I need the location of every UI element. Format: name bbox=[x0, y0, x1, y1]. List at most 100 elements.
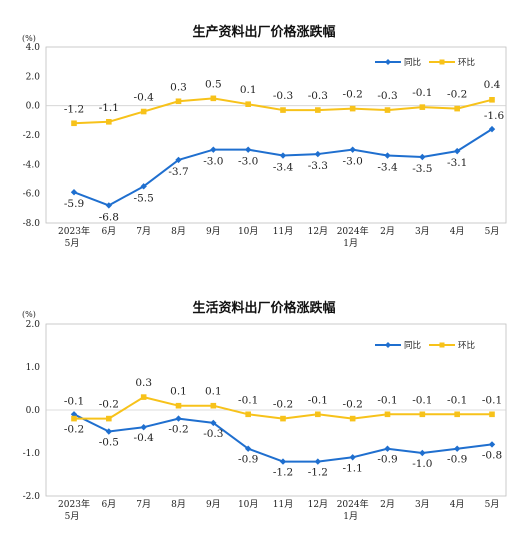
consumer-chart-title: 生活资料出厂价格涨跌幅 bbox=[192, 300, 335, 316]
consumer-data-label: -0.4 bbox=[134, 432, 155, 444]
producer-xtick-label: 7月 bbox=[136, 226, 151, 237]
consumer-series-point bbox=[175, 402, 182, 409]
producer-series-point bbox=[419, 153, 426, 161]
consumer-series-point bbox=[454, 411, 460, 418]
consumer-series-point bbox=[453, 445, 461, 452]
consumer-goods-chart: 生活资料出厂价格涨跌幅 (%) 2.0 1.0 0.0 -1.0 -2.0 2023年 5月 6月… bbox=[0, 280, 529, 545]
consumer-series-point bbox=[419, 449, 426, 457]
producer-ytick-label: -2.0 bbox=[23, 131, 41, 141]
producer-data-label: -3.0 bbox=[343, 156, 363, 168]
consumer-xtick-label: 12月 bbox=[308, 499, 328, 510]
producer-data-label: -3.3 bbox=[308, 160, 328, 172]
producer-data-label: -0.3 bbox=[377, 90, 397, 102]
producer-ytick-label: -8.0 bbox=[23, 219, 41, 229]
consumer-xtick-label: 10月 bbox=[238, 499, 258, 510]
producer-series-point bbox=[489, 97, 495, 103]
producer-series-point bbox=[105, 202, 113, 209]
consumer-series-point bbox=[384, 411, 391, 418]
consumer-data-label: -1.2 bbox=[308, 467, 328, 479]
consumer-series-point bbox=[140, 394, 147, 400]
consumer-data-label: 0.3 bbox=[135, 377, 152, 389]
consumer-series-point bbox=[384, 445, 391, 452]
producer-xtick-label: 2月 bbox=[380, 226, 395, 237]
producer-series-point bbox=[384, 107, 391, 113]
consumer-data-label: -0.9 bbox=[238, 454, 258, 466]
consumer-xtick-label: 4月 bbox=[450, 499, 465, 510]
consumer-data-label: -0.2 bbox=[343, 399, 363, 411]
producer-data-label: 0.3 bbox=[170, 81, 187, 93]
consumer-data-label: -0.1 bbox=[482, 394, 502, 406]
producer-data-label: -3.4 bbox=[273, 162, 294, 174]
consumer-series-point bbox=[488, 441, 496, 448]
consumer-series-point bbox=[175, 415, 182, 422]
consumer-data-label: -0.1 bbox=[447, 394, 467, 406]
producer-series-point bbox=[140, 183, 147, 190]
producer-data-label: 0.4 bbox=[484, 79, 501, 91]
producer-data-label: -0.2 bbox=[447, 89, 467, 101]
producer-series-point bbox=[314, 150, 322, 158]
consumer-ytick-label: -2.0 bbox=[23, 492, 41, 502]
producer-legend-label: 环比 bbox=[458, 57, 475, 68]
producer-xtick-label: 2024年 1月 bbox=[337, 225, 369, 249]
producer-ytick-label: -6.0 bbox=[23, 190, 41, 200]
producer-series-point bbox=[71, 120, 77, 127]
consumer-data-label: -0.1 bbox=[412, 394, 432, 406]
producer-ytick-label: 4.0 bbox=[26, 43, 41, 53]
consumer-data-label: -0.1 bbox=[64, 395, 84, 407]
producer-xtick-label: 3月 bbox=[415, 226, 430, 237]
consumer-ytick-label: -1.0 bbox=[23, 449, 41, 459]
producer-xtick-label: 12月 bbox=[308, 226, 328, 237]
producer-plot-frame bbox=[45, 46, 507, 224]
consumer-data-label: -0.1 bbox=[238, 394, 258, 406]
producer-data-label: 0.5 bbox=[205, 78, 222, 90]
producer-ytick-label: 2.0 bbox=[26, 72, 41, 82]
consumer-ytick-label: 1.0 bbox=[26, 363, 41, 373]
producer-data-label: -3.4 bbox=[377, 162, 398, 174]
producer-series-point bbox=[453, 147, 461, 155]
consumer-series-point bbox=[349, 415, 356, 422]
consumer-data-label: -0.2 bbox=[273, 399, 293, 411]
consumer-series-point bbox=[210, 419, 217, 427]
producer-data-label: -1.2 bbox=[64, 103, 84, 115]
consumer-series-point bbox=[105, 428, 113, 435]
consumer-legend-marker bbox=[439, 342, 445, 348]
producer-xtick-label: 11月 bbox=[273, 226, 293, 237]
consumer-ytick-label: 2.0 bbox=[26, 320, 41, 330]
producer-series-point bbox=[349, 105, 356, 112]
producer-data-label: -3.7 bbox=[168, 166, 188, 178]
consumer-data-label: -0.5 bbox=[99, 437, 119, 449]
producer-series-point bbox=[175, 156, 182, 164]
consumer-series-point bbox=[315, 411, 321, 418]
consumer-series-point bbox=[349, 454, 356, 461]
consumer-goods-chart-svg: 生活资料出厂价格涨跌幅 (%)2.0 1.0 0.0 -1.0 -2.0 2023年 5月 6月… bbox=[22, 300, 507, 522]
producer-series-point bbox=[140, 108, 147, 115]
producer-xtick-label: 2023年 5月 bbox=[58, 225, 90, 249]
producer-goods-chart: 生产资料出厂价格涨跌幅 (%) 4.0 2.0 0.0 -2.0 -4.0 -6.0 -8.0 2… bbox=[0, 0, 529, 268]
producer-series-point bbox=[279, 152, 287, 159]
producer-data-label: -0.1 bbox=[412, 87, 432, 99]
consumer-series-point bbox=[210, 402, 217, 409]
consumer-data-label: -0.9 bbox=[447, 454, 467, 466]
producer-series-point bbox=[245, 101, 251, 107]
consumer-data-label: -1.0 bbox=[412, 458, 432, 470]
consumer-series-point bbox=[244, 445, 252, 452]
consumer-xtick-label: 2023年 5月 bbox=[58, 498, 90, 522]
consumer-data-label: 0.1 bbox=[170, 386, 187, 398]
consumer-xtick-label: 7月 bbox=[136, 499, 151, 510]
consumer-xtick-label: 6月 bbox=[101, 499, 116, 510]
producer-series-point bbox=[419, 104, 426, 110]
producer-data-label: -5.5 bbox=[134, 192, 154, 204]
consumer-xtick-label: 11月 bbox=[273, 499, 293, 510]
consumer-data-label: -1.1 bbox=[343, 462, 363, 474]
producer-legend-marker bbox=[439, 59, 445, 65]
producer-series-point bbox=[454, 105, 460, 112]
consumer-series-point bbox=[245, 411, 251, 418]
producer-legend-label: 同比 bbox=[404, 57, 421, 68]
producer-legend-marker bbox=[385, 59, 391, 65]
producer-series-point bbox=[315, 107, 321, 113]
producer-series-point bbox=[384, 152, 391, 159]
producer-xtick-label: 9月 bbox=[206, 226, 221, 237]
producer-series-point bbox=[349, 146, 356, 153]
consumer-series-point bbox=[140, 424, 147, 431]
producer-xtick-label: 4月 bbox=[450, 226, 465, 237]
